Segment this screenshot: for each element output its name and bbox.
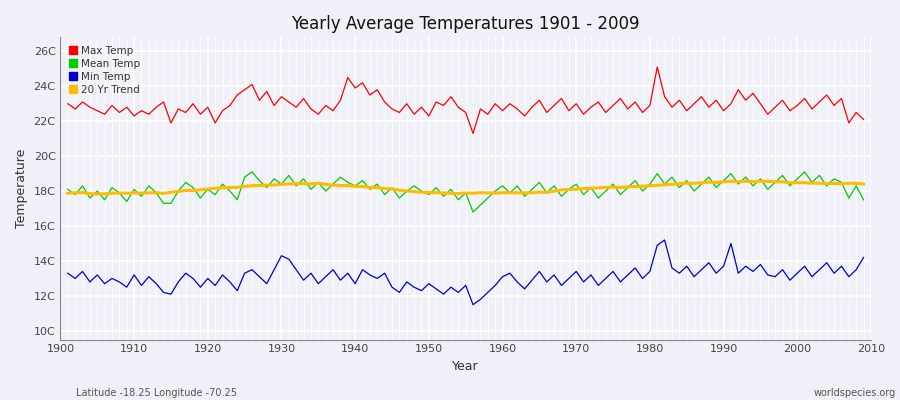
Legend: Max Temp, Mean Temp, Min Temp, 20 Yr Trend: Max Temp, Mean Temp, Min Temp, 20 Yr Tre…	[66, 42, 143, 98]
Title: Yearly Average Temperatures 1901 - 2009: Yearly Average Temperatures 1901 - 2009	[292, 15, 640, 33]
X-axis label: Year: Year	[453, 360, 479, 373]
Text: Latitude -18.25 Longitude -70.25: Latitude -18.25 Longitude -70.25	[76, 388, 238, 398]
Y-axis label: Temperature: Temperature	[15, 149, 28, 228]
Text: worldspecies.org: worldspecies.org	[814, 388, 896, 398]
